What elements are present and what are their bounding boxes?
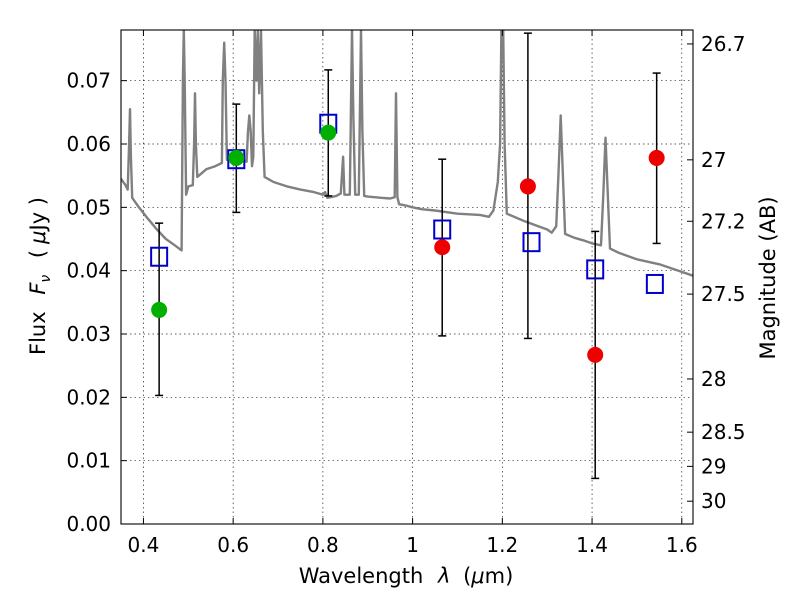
observed-red-point [434, 239, 451, 256]
x-tick-label: 1 [406, 533, 419, 557]
magnitude-tick-label: 27.2 [701, 209, 746, 233]
magnitude-tick-label: 30 [701, 489, 726, 513]
y-label-unit-rest: Jy ) [26, 197, 50, 233]
magnitude-tick-label: 26.7 [701, 32, 746, 56]
magnitude-tick-label: 28.5 [701, 420, 746, 444]
right-axis-label: Magnitude (AB) [756, 196, 780, 359]
y-tick-label: 0.06 [66, 132, 111, 156]
x-tick-label: 0.6 [217, 533, 249, 557]
tick-layer: 0.4 0.6 0.8 1 1.2 1.4 1.6 0.00 0.01 0.02 0.03 0.04 0… [66, 30, 746, 557]
spectrum-layer [121, 30, 693, 277]
observed-red-point [519, 178, 536, 195]
y-tick-label: 0.05 [66, 195, 111, 219]
model-photometry-square [586, 259, 605, 280]
y-tick-label: 0.04 [66, 259, 111, 283]
model-photometry-square [522, 232, 541, 253]
observed-red-point [648, 149, 665, 166]
y-tick-label: 0.00 [66, 512, 111, 536]
observed-red-point [587, 346, 604, 363]
x-axis-label: Wavelength λ (μm) [299, 564, 514, 588]
y-label-unit-open: ( [26, 250, 50, 258]
y-label-prefix: Flux [26, 311, 50, 355]
model-photometry-square [433, 219, 452, 240]
magnitude-tick-label: 27.5 [701, 282, 746, 306]
y-tick-label: 0.01 [66, 449, 111, 473]
y-axis-label: Flux Fν ( μJy ) [26, 197, 55, 355]
x-label-var: λ [437, 564, 450, 588]
model-photometry-square [150, 246, 169, 267]
x-tick-label: 1.4 [576, 533, 608, 557]
plot-frame [120, 29, 694, 525]
x-tick-label: 1.6 [666, 533, 698, 557]
x-tick-label: 1.2 [486, 533, 518, 557]
y-tick-label: 0.03 [66, 322, 111, 346]
y-label-unit-mu: μ [26, 230, 50, 244]
magnitude-tick-label: 28 [701, 367, 726, 391]
x-label-unit-rest: m) [485, 564, 514, 588]
x-label-prefix: Wavelength [299, 564, 424, 588]
x-label-unit-open: ( [463, 564, 471, 588]
x-tick-label: 0.4 [128, 533, 160, 557]
y-label-sub: ν [38, 275, 54, 283]
model-spectrum-line [121, 30, 693, 277]
observed-green-point [320, 124, 337, 141]
y-tick-label: 0.07 [66, 69, 111, 93]
magnitude-tick-label: 29 [701, 454, 726, 478]
model-photometry-square [645, 273, 664, 294]
marker-layer [150, 113, 665, 363]
y-label-var: F [26, 282, 50, 295]
x-label-unit-mu: μ [470, 564, 484, 588]
magnitude-tick-label: 27 [701, 148, 726, 172]
x-tick-label: 0.8 [307, 533, 339, 557]
y-tick-label: 0.02 [66, 385, 111, 409]
observed-green-point [228, 149, 245, 166]
observed-green-point [151, 301, 168, 318]
